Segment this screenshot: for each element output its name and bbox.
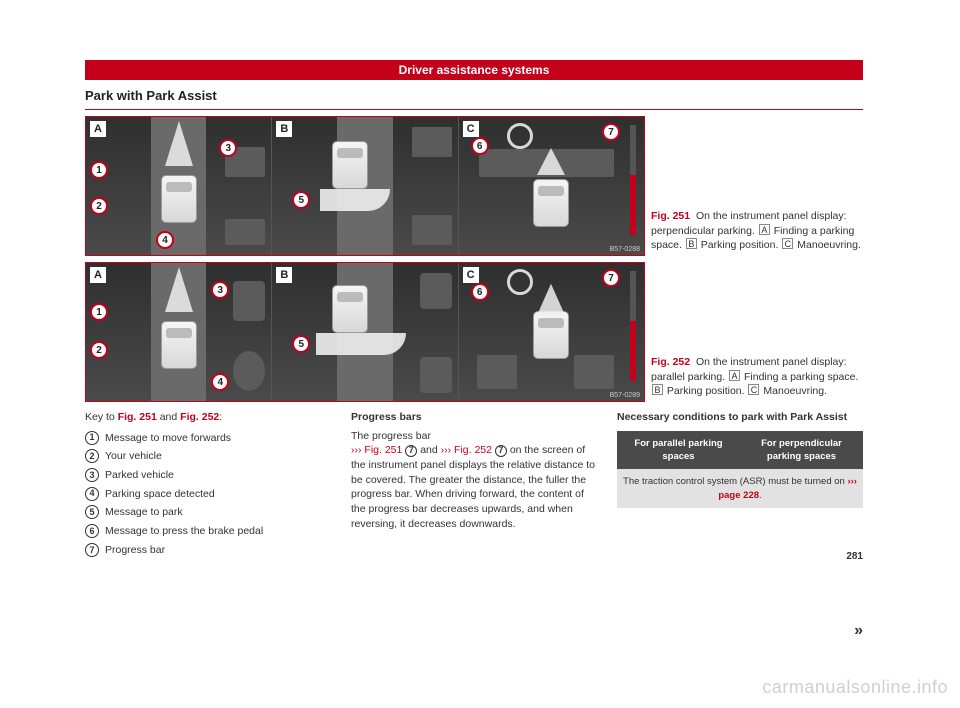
callout-6: 6 — [471, 137, 489, 155]
fig252-panel-a: A 1 2 3 4 — [86, 263, 272, 401]
fig252-caption: Fig. 252 On the instrument panel display… — [651, 355, 861, 402]
body-columns: Key to Fig. 251 and Fig. 252: 1Message t… — [85, 410, 863, 562]
watermark: carmanualsonline.info — [762, 677, 948, 698]
callout-7: 7 — [602, 123, 620, 141]
column-key: Key to Fig. 251 and Fig. 252: 1Message t… — [85, 410, 331, 562]
callout-2: 2 — [90, 197, 108, 215]
fig251-panel-c: C 6 7 B57-0288 — [459, 117, 644, 255]
panel-label-a: A — [90, 267, 106, 283]
fig252-panels: A 1 2 3 4 B 5 C — [85, 262, 645, 402]
callout-6: 6 — [471, 283, 489, 301]
callout-1: 1 — [90, 161, 108, 179]
callout-4: 4 — [211, 373, 229, 391]
continuation-mark: » — [854, 622, 863, 640]
callout-7: 7 — [602, 269, 620, 287]
section-title: Park with Park Assist — [85, 80, 863, 109]
page: Driver assistance systems Park with Park… — [85, 60, 863, 562]
th-perpendicular: For perpendicular parking spaces — [740, 431, 863, 470]
image-code: B57-0289 — [610, 392, 640, 399]
conditions-table: For parallel parking spaces For perpendi… — [617, 431, 863, 508]
fig251-panel-a: A 1 2 3 4 — [86, 117, 272, 255]
fig251-panel-b: B 5 — [272, 117, 458, 255]
fig251-caption: Fig. 251 On the instrument panel display… — [651, 209, 861, 256]
callout-1: 1 — [90, 303, 108, 321]
panel-label-b: B — [276, 121, 292, 137]
fig252-panel-c: C 6 7 B57-0289 — [459, 263, 644, 401]
conditions-row: The traction control system (ASR) must b… — [617, 469, 863, 508]
callout-5: 5 — [292, 191, 310, 209]
callout-5: 5 — [292, 335, 310, 353]
callout-3: 3 — [211, 281, 229, 299]
callout-4: 4 — [156, 231, 174, 249]
panel-label-c: C — [463, 121, 479, 137]
panel-label-c: C — [463, 267, 479, 283]
panel-label-b: B — [276, 267, 292, 283]
chapter-header: Driver assistance systems — [85, 60, 863, 80]
column-conditions: Necessary conditions to park with Park A… — [617, 410, 863, 562]
column-progress: Progress bars The progress bar ››› Fig. … — [351, 410, 597, 562]
fig251-panels: A 1 2 3 4 B 5 C 6 — [85, 116, 645, 256]
callout-2: 2 — [90, 341, 108, 359]
figure-252-row: A 1 2 3 4 B 5 C — [85, 262, 863, 402]
divider — [85, 109, 863, 110]
image-code: B57-0288 — [610, 246, 640, 253]
th-parallel: For parallel parking spaces — [617, 431, 740, 470]
page-number: 281 — [846, 551, 863, 562]
fig252-panel-b: B 5 — [272, 263, 458, 401]
figure-251-row: A 1 2 3 4 B 5 C 6 — [85, 116, 863, 256]
panel-label-a: A — [90, 121, 106, 137]
